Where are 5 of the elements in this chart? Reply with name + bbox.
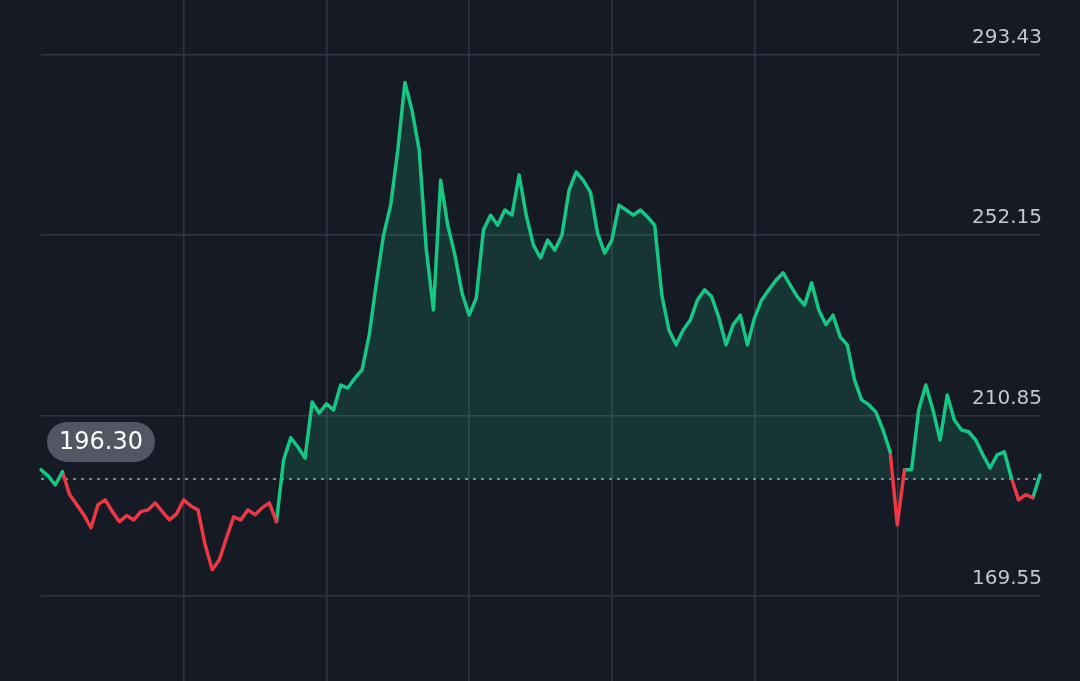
ref-line-label: 196.30 — [59, 427, 143, 456]
y-tick-label: 210.85 — [972, 384, 1042, 409]
y-tick-label: 293.43 — [972, 24, 1042, 49]
y-tick-label: 252.15 — [972, 204, 1042, 229]
y-tick-label: 169.55 — [972, 564, 1042, 589]
